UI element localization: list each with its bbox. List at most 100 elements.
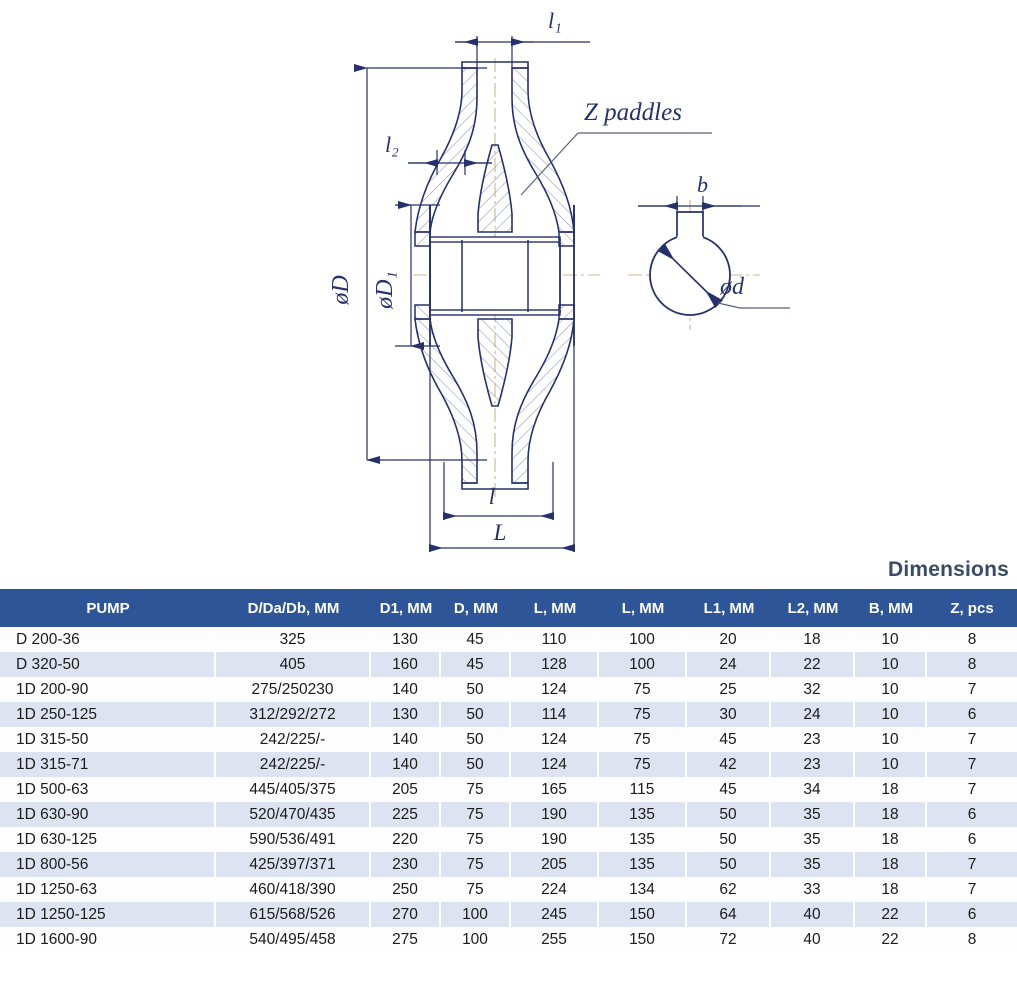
cell-z: 6 [927,902,1017,927]
table-row[interactable]: 1D 500-63 445/405/375 205 75 165 115 45 34 18 7 [0,777,1017,802]
dimension-phi-D1 [395,200,440,351]
table-row[interactable]: 1D 630-90 520/470/435 225 75 190 135 50 35 18 6 [0,802,1017,827]
leader-z-paddles [520,132,712,196]
technical-drawing: l₁ l₂ øD øD₁ Z paddles [328,8,790,553]
cell-l2: 35 [771,827,855,852]
cell-z: 7 [927,777,1017,802]
cell-l1: 45 [687,777,771,802]
cell-l-1: 205 [511,852,599,877]
cell-d-da-db: 312/292/272 [216,702,371,727]
cell-pump: D 200-36 [0,627,216,652]
cell-l-2: 75 [599,702,687,727]
cell-pump: 1D 630-90 [0,802,216,827]
cell-l2: 40 [771,902,855,927]
cell-l1: 50 [687,802,771,827]
cell-b: 10 [855,702,927,727]
cell-l-2: 75 [599,752,687,777]
cell-l1: 62 [687,877,771,902]
cell-pump: 1D 315-50 [0,727,216,752]
table-row[interactable]: D 200-36 325 130 45 110 100 20 18 10 8 [0,627,1017,652]
cell-b: 10 [855,727,927,752]
cell-l2: 18 [771,627,855,652]
column-header-d[interactable]: D, MM [441,589,511,627]
table-row[interactable]: 1D 630-125 590/536/491 220 75 190 135 50 35 18 6 [0,827,1017,852]
cell-d1: 160 [371,652,441,677]
column-header-d-da-db[interactable]: D/Da/Db, MM [216,589,371,627]
table-row[interactable]: 1D 1600-90 540/495/458 275 100 255 150 72 40 22 8 [0,927,1017,954]
cell-z: 7 [927,752,1017,777]
column-header-l-upper-1[interactable]: L, MM [511,589,599,627]
cell-z: 7 [927,852,1017,877]
cell-l-2: 135 [599,827,687,852]
cell-d-da-db: 445/405/375 [216,777,371,802]
cell-l-2: 150 [599,902,687,927]
table-row[interactable]: 1D 800-56 425/397/371 230 75 205 135 50 35 18 7 [0,852,1017,877]
cell-l-1: 190 [511,802,599,827]
column-header-z[interactable]: Z, pcs [927,589,1017,627]
cell-l-1: 190 [511,827,599,852]
cell-d1: 275 [371,927,441,954]
impeller-bore [461,240,529,312]
cell-d-da-db: 242/225/- [216,752,371,777]
cell-z: 7 [927,877,1017,902]
dimension-label-z-paddles: Z paddles [584,99,682,126]
table-header-row: PUMP D/Da/Db, MM D1, MM D, MM L, MM L, M… [0,589,1017,627]
dimension-label-phi-D: øD [328,275,354,305]
dimension-label-l1: l₁ [548,8,562,33]
cell-d-da-db: 325 [216,627,371,652]
table-row[interactable]: 1D 1250-125 615/568/526 270 100 245 150 64 40 22… [0,902,1017,927]
cell-l-1: 245 [511,902,599,927]
dimension-phi-D [353,63,487,465]
cell-l-2: 100 [599,652,687,677]
cell-l-2: 135 [599,802,687,827]
dimensions-table-container: PUMP D/Da/Db, MM D1, MM D, MM L, MM L, M… [0,589,1017,954]
table-row[interactable]: 1D 315-50 242/225/- 140 50 124 75 45 23 10 7 [0,727,1017,752]
impeller-lower-half [414,304,575,484]
column-header-l1[interactable]: L1, MM [687,589,771,627]
cell-d: 50 [441,702,511,727]
cell-d1: 140 [371,677,441,702]
table-row[interactable]: 1D 200-90 275/250230 140 50 124 75 25 32 10 7 [0,677,1017,702]
column-header-pump[interactable]: PUMP [0,589,216,627]
cell-z: 7 [927,727,1017,752]
table-row[interactable]: 1D 315-71 242/225/- 140 50 124 75 42 23 10 7 [0,752,1017,777]
cell-z: 6 [927,802,1017,827]
dimension-phi-d [657,242,723,309]
column-header-b[interactable]: B, MM [855,589,927,627]
cell-pump: 1D 315-71 [0,752,216,777]
cell-d-da-db: 275/250230 [216,677,371,702]
cell-b: 18 [855,852,927,877]
cell-l1: 30 [687,702,771,727]
column-header-l2[interactable]: L2, MM [771,589,855,627]
cell-d-da-db: 520/470/435 [216,802,371,827]
cell-l1: 50 [687,852,771,877]
cell-l1: 25 [687,677,771,702]
cell-b: 10 [855,677,927,702]
column-header-l-upper-2[interactable]: L, MM [599,589,687,627]
dimension-l-small [442,462,555,521]
cell-d1: 140 [371,752,441,777]
leader-phi-d [717,302,790,309]
table-row[interactable]: D 320-50 405 160 45 128 100 24 22 10 8 [0,652,1017,677]
cell-l2: 22 [771,652,855,677]
cell-l-1: 128 [511,652,599,677]
cell-d: 100 [441,927,511,954]
dimensions-title: Dimensions [887,558,1009,581]
cell-pump: 1D 500-63 [0,777,216,802]
table-row[interactable]: 1D 250-125 312/292/272 130 50 114 75 30 24 10 6 [0,702,1017,727]
shaft-keyway [676,211,704,238]
cell-d: 50 [441,752,511,777]
dimension-label-b: b [697,172,708,197]
dimensions-table: PUMP D/Da/Db, MM D1, MM D, MM L, MM L, M… [0,589,1017,954]
cell-b: 22 [855,902,927,927]
table-row[interactable]: 1D 1250-63 460/418/390 250 75 224 134 62 33 18 7 [0,877,1017,902]
cell-l-2: 150 [599,927,687,954]
cell-z: 6 [927,702,1017,727]
cell-d: 75 [441,802,511,827]
column-header-d1[interactable]: D1, MM [371,589,441,627]
cell-l2: 35 [771,802,855,827]
cell-l-1: 114 [511,702,599,727]
dimension-label-l-small: l [489,484,495,509]
cell-pump: D 320-50 [0,652,216,677]
cell-pump: 1D 800-56 [0,852,216,877]
